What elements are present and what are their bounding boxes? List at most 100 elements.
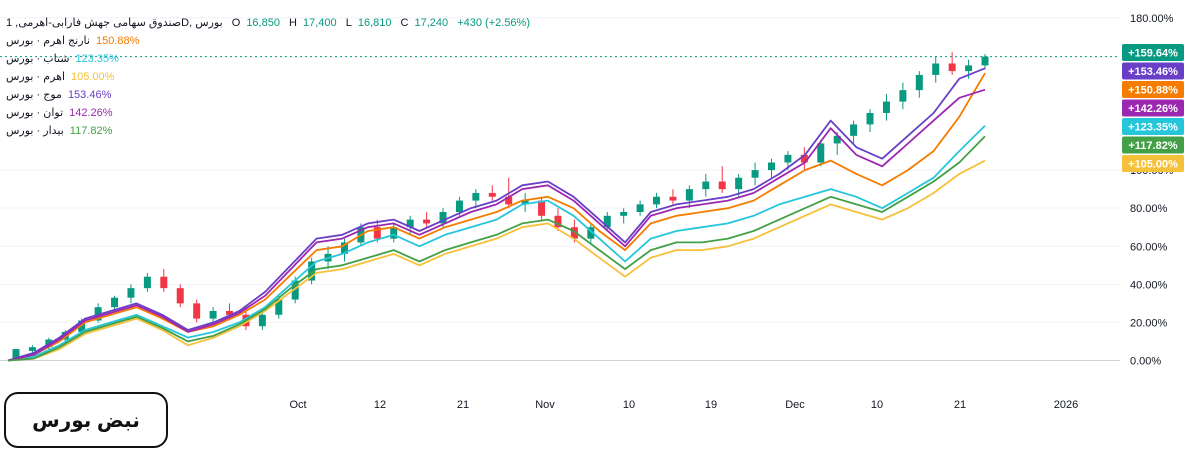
candle-body <box>406 219 414 228</box>
legend-item-percent: 142.26% <box>69 107 113 119</box>
candle-body <box>160 276 168 289</box>
candle-body <box>850 124 858 136</box>
candle-body <box>751 170 759 178</box>
y-tick-label: 20.00% <box>1130 317 1168 329</box>
legend-item[interactable]: بیدار · بورس 117.82% <box>6 122 536 140</box>
legend-list: نارنج اهرم · بورس 150.88% شتاب · بورس 123.3… <box>6 32 536 140</box>
candle-body <box>521 200 529 205</box>
candle-body <box>176 288 184 304</box>
x-tick-label: Dec <box>785 399 805 411</box>
open-label: O <box>231 17 241 29</box>
x-axis: SepOct1221Nov1019Dec10212026 <box>52 399 1078 411</box>
candle-body <box>28 347 36 351</box>
legend-item[interactable]: اهرم · بورس 105.00% <box>6 68 536 86</box>
candle-body <box>669 196 677 201</box>
series-line <box>7 67 986 362</box>
legend-item[interactable]: توان · بورس 142.26% <box>6 104 536 122</box>
legend-item-percent: 153.46% <box>67 89 112 101</box>
x-tick-label: 10 <box>871 399 883 411</box>
price-badge <box>1122 99 1184 117</box>
candle-body <box>718 181 726 190</box>
close-value: 17,240 <box>414 17 449 29</box>
candle-body <box>932 63 940 75</box>
x-tick-label: 21 <box>954 399 966 411</box>
legend-item[interactable]: موج · بورس 153.46% <box>6 86 536 104</box>
price-badge <box>1122 81 1184 98</box>
candle-body <box>636 204 644 212</box>
high-value: 17,400 <box>302 17 337 29</box>
candle-body <box>340 242 348 254</box>
price-badge-label: +105.00% <box>1128 159 1178 171</box>
candle-body <box>653 196 661 205</box>
symbol-title: صندوق سهامی جهش فارابی-اهرمی, 1D, بورس <box>6 17 223 29</box>
candle-body <box>538 200 546 216</box>
candle-body <box>308 261 316 281</box>
candle-body <box>12 349 20 361</box>
y-tick-label: 80.00% <box>1130 203 1168 215</box>
candle-body <box>143 276 151 289</box>
series-line <box>7 88 986 362</box>
change-value: +430 (+2.56%) <box>457 17 530 29</box>
price-badge <box>1122 136 1184 154</box>
candle-body <box>78 320 86 332</box>
x-tick-label: 10 <box>623 399 635 411</box>
series-line <box>7 159 986 362</box>
y-tick-label: 60.00% <box>1130 241 1168 253</box>
comparison-lines <box>0 56 1120 362</box>
candle-body <box>882 101 890 113</box>
y-tick-label: 0.00% <box>1130 355 1161 367</box>
legend-item-percent: 117.82% <box>69 125 113 137</box>
candle-body <box>390 227 398 239</box>
legend-item-percent: 123.35% <box>75 53 119 65</box>
candle-body <box>702 181 710 190</box>
x-tick-label: 21 <box>457 399 469 411</box>
candle-body <box>620 211 628 216</box>
candle-body <box>275 299 283 315</box>
candle-body <box>981 56 989 66</box>
candle-body <box>127 288 135 298</box>
candle-body <box>833 135 841 144</box>
y-tick-label: 40.00% <box>1130 279 1168 291</box>
price-badge <box>1122 155 1184 172</box>
candle-body <box>965 65 973 72</box>
legend-item-name: نارنج اهرم · بورس <box>6 35 90 47</box>
series-line <box>7 125 986 362</box>
candle-body <box>291 280 299 300</box>
legend-item-name: اهرم · بورس <box>6 71 65 83</box>
x-tick-label: 2026 <box>1054 399 1078 411</box>
candle-body <box>258 314 266 327</box>
candle-body <box>685 189 693 201</box>
candle-body <box>554 215 562 228</box>
price-badge-label: +150.88% <box>1128 85 1178 97</box>
price-badge <box>1122 44 1184 61</box>
legend-item[interactable]: نارنج اهرم · بورس 150.88% <box>6 32 536 50</box>
price-badge-label: +142.26% <box>1128 103 1178 115</box>
price-badges: +159.64% +153.46% +150.88% +142.26% +123.35%… <box>1122 44 1184 172</box>
x-tick-label: 19 <box>705 399 717 411</box>
candle-body <box>800 154 808 163</box>
candle-body <box>866 112 874 125</box>
candle-body <box>423 219 431 224</box>
series-line <box>7 135 986 362</box>
candle-body <box>915 74 923 91</box>
legend-item-name: بیدار · بورس <box>6 125 64 137</box>
legend-item-name: شتاب · بورس <box>6 53 70 65</box>
x-tick-label: Oct <box>289 399 306 411</box>
candle-body <box>603 215 611 228</box>
x-tick-label: Nov <box>535 399 555 411</box>
legend: صندوق سهامی جهش فارابی-اهرمی, 1D, بورس O… <box>6 14 536 140</box>
candle-body <box>226 310 234 315</box>
candle-body <box>817 143 825 163</box>
low-value: 16,810 <box>357 17 392 29</box>
candle-body <box>193 303 201 319</box>
candle-body <box>899 90 907 102</box>
legend-item[interactable]: شتاب · بورس 123.35% <box>6 50 536 68</box>
close-label: C <box>400 17 409 29</box>
candle-body <box>570 227 578 239</box>
candle-body <box>209 310 217 319</box>
high-label: H <box>289 17 297 29</box>
price-badge-label: +123.35% <box>1128 122 1178 134</box>
legend-item-percent: 150.88% <box>95 35 140 47</box>
candle-body <box>111 297 119 308</box>
